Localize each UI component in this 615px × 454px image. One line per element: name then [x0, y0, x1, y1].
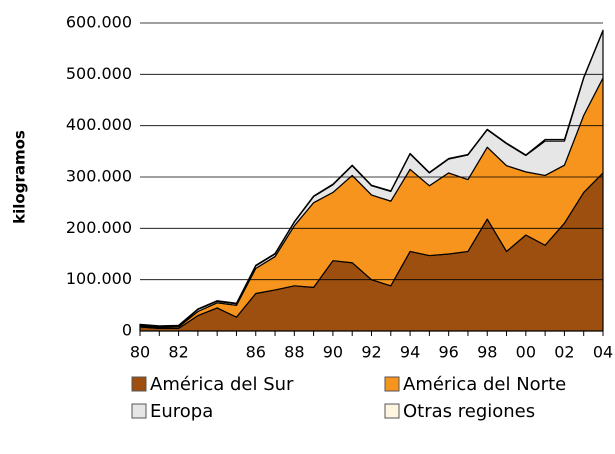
x-tick-label: 90: [323, 343, 343, 362]
x-tick-label: 80: [130, 343, 150, 362]
legend-swatch: [131, 403, 147, 419]
y-tick-label: 300.000: [66, 167, 132, 186]
y-tick-label: 200.000: [66, 218, 132, 237]
legend-swatch: [131, 376, 147, 392]
x-tick-label: 02: [554, 343, 574, 362]
y-axis-label: kilogramos: [11, 130, 29, 224]
x-tick-label: 92: [361, 343, 381, 362]
x-tick-label: 86: [246, 343, 266, 362]
x-tick-label: 82: [168, 343, 188, 362]
y-tick-label: 0: [122, 321, 132, 340]
y-tick-label: 500.000: [66, 64, 132, 83]
x-tick-label: 00: [516, 343, 536, 362]
x-tick-label: 88: [284, 343, 304, 362]
x-tick-label: 94: [400, 343, 420, 362]
x-tick-label: 96: [438, 343, 458, 362]
legend-label: América del Norte: [403, 374, 566, 395]
legend-label: Otras regiones: [403, 401, 535, 422]
area: [139, 29, 604, 327]
y-tick-label: 400.000: [66, 115, 132, 134]
legend-swatch: [384, 403, 400, 419]
legend-label: Europa: [150, 401, 213, 422]
x-tick-label: 98: [477, 343, 497, 362]
x-tick-label: 04: [593, 343, 613, 362]
legend-swatch: [384, 376, 400, 392]
y-tick-label: 600.000: [66, 13, 132, 32]
y-tick-label: 100.000: [66, 269, 132, 288]
legend-label: América del Sur: [150, 374, 294, 395]
